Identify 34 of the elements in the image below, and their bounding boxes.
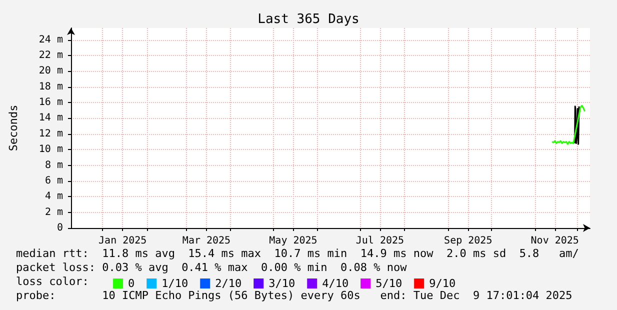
chart-title: Last 365 Days xyxy=(258,12,360,27)
y-tick-label: 0 xyxy=(56,222,63,234)
y-tick-label: 24 m xyxy=(38,34,63,46)
x-tick-label: Nov 2025 xyxy=(530,236,579,246)
legend-label: 0 xyxy=(128,277,135,290)
text: packet loss: 0.03 % avg 0.41 % max 0.00 % min 0.08 % now xyxy=(16,261,408,274)
x-tick-label: Mar 2025 xyxy=(182,236,231,246)
x-tick-label: May 2025 xyxy=(269,236,318,246)
x-tick-label: Jan 2025 xyxy=(98,236,147,246)
legend-label: 9/10 xyxy=(429,277,456,290)
y-tick-label: 4 m xyxy=(44,191,63,202)
y-tick-label: 16 m xyxy=(38,97,63,108)
y-tick-label: 6 m xyxy=(44,175,63,186)
y-tick-label: 12 m xyxy=(38,128,63,140)
legend-title: loss color: xyxy=(16,275,89,288)
y-tick-label: 8 m xyxy=(44,160,63,171)
y-tick-label: 10 m xyxy=(38,144,63,156)
legend-label: 4/10 xyxy=(322,277,349,290)
text: probe: 10 ICMP Echo Pings (56 Bytes) every 60s end: Tue Dec 9 17:01:04 2025 xyxy=(16,289,572,302)
line-series xyxy=(574,106,580,145)
text: median rtt: 11.8 ms avg 15.4 ms max 10.7 ms min 14.9 ms now 2.0 ms sd 5.8 am/ xyxy=(16,247,579,260)
legend-label: 5/10 xyxy=(376,277,402,290)
y-tick-label: 22 m xyxy=(38,50,63,61)
y-tick-label: 14 m xyxy=(38,112,63,124)
y-tick-label: 2 m xyxy=(44,206,63,218)
line-series xyxy=(551,104,586,145)
x-tick-label: Sep 2025 xyxy=(444,236,492,246)
x-tick-label: Jul 2025 xyxy=(356,236,404,246)
legend-label: 1/10 xyxy=(162,277,188,290)
legend-label: 2/10 xyxy=(215,277,242,290)
y-tick-label: 18 m xyxy=(38,81,63,92)
y-tick-label: 20 m xyxy=(38,66,63,77)
y-axis-title: Seconds xyxy=(7,104,20,152)
legend-label: 3/10 xyxy=(268,277,296,290)
